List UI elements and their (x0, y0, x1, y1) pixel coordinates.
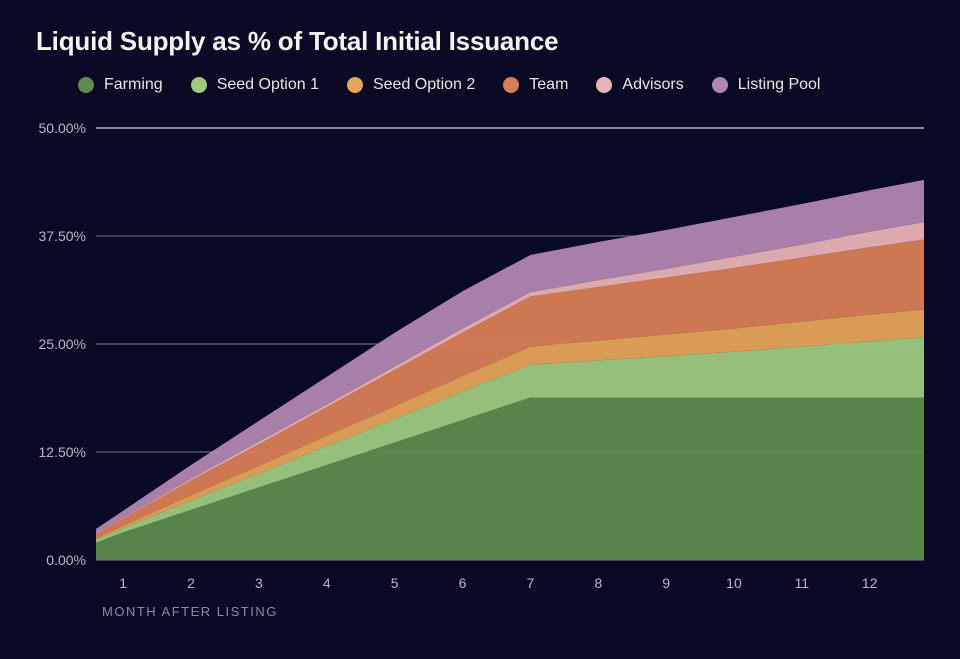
legend-label: Seed Option 2 (373, 76, 475, 94)
legend-item-team: Team (503, 76, 568, 94)
x-tick-label: 1 (119, 575, 127, 591)
y-tick-label: 50.00% (39, 120, 86, 136)
legend-item-seed-option-1: Seed Option 1 (191, 76, 319, 94)
y-tick-label: 25.00% (39, 336, 86, 352)
legend-label: Seed Option 1 (217, 76, 319, 94)
x-tick-label: 5 (391, 575, 399, 591)
x-tick-label: 11 (795, 575, 810, 591)
y-tick-label: 12.50% (39, 444, 86, 460)
chart-container: 0.00%12.50%25.00%37.50%50.00%12345678910… (24, 116, 936, 636)
legend-swatch-advisors (596, 77, 612, 93)
y-tick-label: 0.00% (46, 552, 86, 568)
x-tick-label: 12 (862, 575, 878, 591)
legend-swatch-seed-option-2 (347, 77, 363, 93)
x-tick-label: 8 (594, 575, 602, 591)
x-tick-label: 4 (323, 575, 331, 591)
legend-label: Listing Pool (738, 76, 821, 94)
legend-item-listing-pool: Listing Pool (712, 76, 821, 94)
legend-label: Team (529, 76, 568, 94)
chart-card: Liquid Supply as % of Total Initial Issu… (8, 8, 952, 651)
legend-label: Farming (104, 76, 163, 94)
x-tick-label: 2 (187, 575, 195, 591)
x-tick-label: 3 (255, 575, 263, 591)
legend-swatch-farming (78, 77, 94, 93)
legend-swatch-seed-option-1 (191, 77, 207, 93)
legend-swatch-listing-pool (712, 77, 728, 93)
chart-title: Liquid Supply as % of Total Initial Issu… (36, 26, 558, 57)
x-tick-label: 10 (726, 575, 742, 591)
legend-item-farming: Farming (78, 76, 163, 94)
legend: Farming Seed Option 1 Seed Option 2 Team Adv… (78, 76, 922, 94)
legend-label: Advisors (622, 76, 683, 94)
x-tick-label: 9 (662, 575, 670, 591)
legend-swatch-team (503, 77, 519, 93)
x-tick-label: 7 (526, 575, 534, 591)
legend-item-seed-option-2: Seed Option 2 (347, 76, 475, 94)
x-axis-label: MONTH AFTER LISTING (102, 604, 278, 619)
stacked-area-chart: 0.00%12.50%25.00%37.50%50.00%12345678910… (24, 116, 936, 636)
legend-item-advisors: Advisors (596, 76, 683, 94)
x-tick-label: 6 (459, 575, 467, 591)
y-tick-label: 37.50% (39, 228, 86, 244)
